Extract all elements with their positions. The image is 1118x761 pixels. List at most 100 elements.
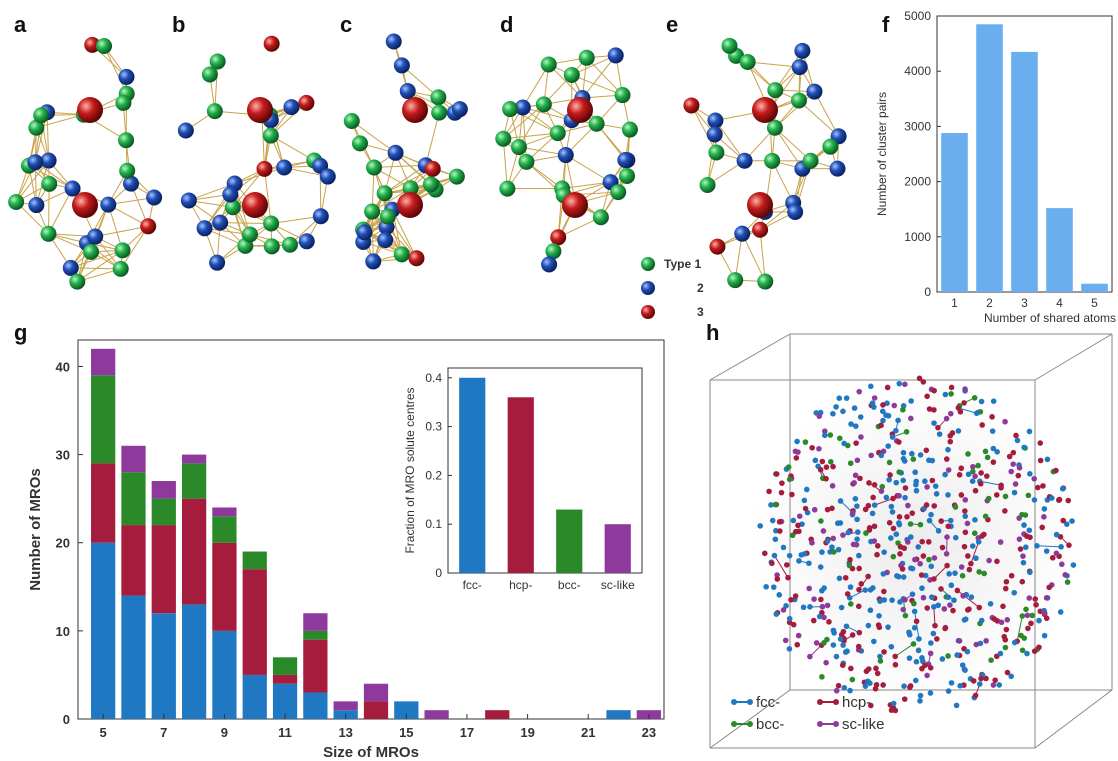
network-node — [931, 407, 937, 413]
network-node — [990, 398, 997, 404]
central-atom — [567, 97, 593, 123]
network-node — [959, 572, 966, 579]
network-node — [771, 552, 778, 559]
bond — [571, 74, 623, 96]
network-node — [973, 410, 980, 417]
network-node — [1069, 518, 1075, 524]
atom — [222, 186, 239, 203]
network-node — [938, 586, 944, 592]
network-node — [1058, 544, 1064, 550]
network-node — [1041, 506, 1048, 512]
network-node — [997, 650, 1004, 657]
bond — [522, 64, 550, 108]
network-node — [956, 638, 963, 644]
network-node — [928, 511, 934, 518]
network-node — [969, 543, 976, 549]
network-node — [920, 553, 927, 559]
network-node — [809, 540, 815, 546]
network-node — [905, 539, 911, 545]
network-node — [993, 492, 1000, 498]
atom — [62, 259, 79, 276]
y-tick-label: 0.3 — [425, 420, 442, 434]
network-node — [807, 653, 813, 660]
network-node — [939, 544, 946, 551]
network-edge — [933, 606, 936, 626]
network-node — [823, 475, 829, 482]
network-node — [1008, 572, 1015, 579]
network-node — [829, 544, 835, 550]
network-node — [913, 618, 920, 625]
x-tick-label: 7 — [160, 725, 167, 740]
bond — [502, 103, 545, 140]
network-node — [919, 655, 925, 661]
legend-label: fcc- — [756, 694, 780, 711]
network-node — [972, 487, 979, 494]
network-node — [943, 456, 950, 462]
network-node — [1041, 610, 1048, 616]
network-node — [890, 700, 897, 707]
legend-dot — [817, 699, 823, 705]
network-node — [987, 601, 994, 607]
x-tick-label: 19 — [520, 725, 534, 740]
atom — [379, 208, 396, 225]
network-node — [826, 619, 832, 625]
network-node — [817, 466, 824, 473]
atom — [618, 167, 635, 184]
network-node — [769, 517, 776, 524]
network-node — [892, 653, 899, 660]
network-node — [886, 519, 893, 526]
bar-segment — [424, 710, 449, 719]
atom — [791, 59, 808, 76]
network-node — [879, 483, 886, 490]
network-node — [822, 428, 828, 434]
network-node — [903, 429, 910, 435]
bond — [565, 154, 611, 183]
network-node — [819, 549, 825, 555]
network-node — [1013, 432, 1019, 439]
network-node — [852, 496, 859, 502]
network-node — [766, 488, 772, 495]
network-node — [854, 457, 861, 464]
network-node — [833, 404, 839, 410]
atom — [578, 49, 595, 66]
network-box-h — [709, 333, 1113, 749]
network-node — [901, 696, 908, 702]
atom-type-legend: Type 1 2 3 — [641, 257, 704, 319]
network-node — [836, 395, 843, 401]
network-node — [812, 457, 819, 464]
network-node — [816, 445, 822, 452]
network-node — [1023, 606, 1029, 613]
network-node — [1037, 457, 1044, 464]
network-node — [1019, 613, 1026, 619]
network-node — [806, 585, 812, 592]
atom — [115, 94, 132, 111]
atom — [112, 260, 129, 277]
atom — [514, 99, 531, 116]
network-node — [830, 642, 837, 648]
atom — [298, 94, 315, 111]
network-node — [976, 681, 983, 687]
network-node — [794, 438, 800, 445]
network-node — [975, 462, 981, 469]
central-atom — [752, 97, 778, 123]
network-node — [840, 408, 846, 415]
network-node — [858, 580, 865, 587]
network-node — [782, 637, 789, 644]
network-node — [852, 472, 859, 479]
network-node — [1064, 579, 1071, 585]
network-node — [973, 641, 980, 648]
atom — [206, 103, 223, 120]
network-node — [902, 596, 908, 603]
network-node — [924, 605, 931, 611]
atom — [621, 121, 638, 138]
network-node — [978, 470, 984, 476]
network-node — [1016, 536, 1023, 542]
network-node — [900, 606, 907, 613]
bond — [374, 164, 426, 168]
network-node — [909, 591, 916, 598]
network-node — [956, 472, 963, 478]
network-node — [1001, 633, 1008, 640]
network-node — [962, 529, 969, 536]
panel-label-a: a — [14, 12, 27, 37]
network-node — [1037, 440, 1044, 446]
